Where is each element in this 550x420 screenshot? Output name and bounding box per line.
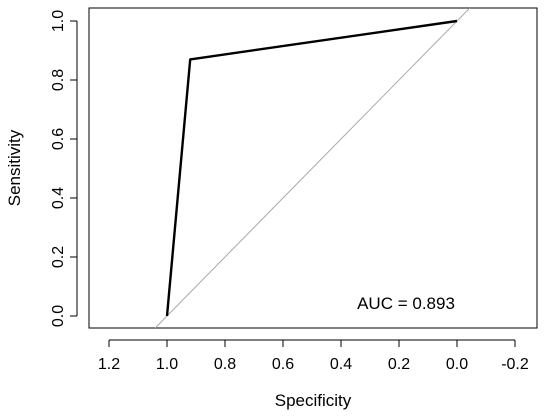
y-tick-label: 0.6	[50, 128, 67, 150]
x-tick-label: -0.2	[501, 356, 529, 373]
y-tick-label: 0.4	[50, 187, 67, 209]
auc-annotation: AUC = 0.893	[357, 294, 455, 313]
y-axis: 0.0 0.2 0.4 0.6 0.8 1.0	[50, 10, 78, 327]
x-tick-label: 1.0	[156, 356, 178, 373]
y-tick-label: 0.2	[50, 246, 67, 268]
y-tick-label: 0.8	[50, 69, 67, 91]
y-axis-title: Sensitivity	[5, 129, 24, 206]
x-axis-title: Specificity	[275, 391, 352, 410]
roc-curve-line	[165, 19, 458, 317]
x-tick-label: 0.6	[272, 356, 294, 373]
y-tick-label: 0.0	[50, 305, 67, 327]
reference-diagonal-line	[154, 7, 471, 329]
y-tick-label: 1.0	[50, 10, 67, 32]
plot-frame	[88, 7, 538, 329]
x-tick-label: 1.2	[98, 356, 120, 373]
x-tick-label: 0.2	[388, 356, 410, 373]
x-tick-label: 0.8	[214, 356, 236, 373]
x-tick-label: 0.4	[330, 356, 352, 373]
x-axis: 1.2 1.0 0.8 0.6 0.4 0.2 0.0 -0.2	[98, 339, 529, 373]
plot-layer	[154, 7, 471, 329]
x-tick-label: 0.0	[446, 356, 468, 373]
